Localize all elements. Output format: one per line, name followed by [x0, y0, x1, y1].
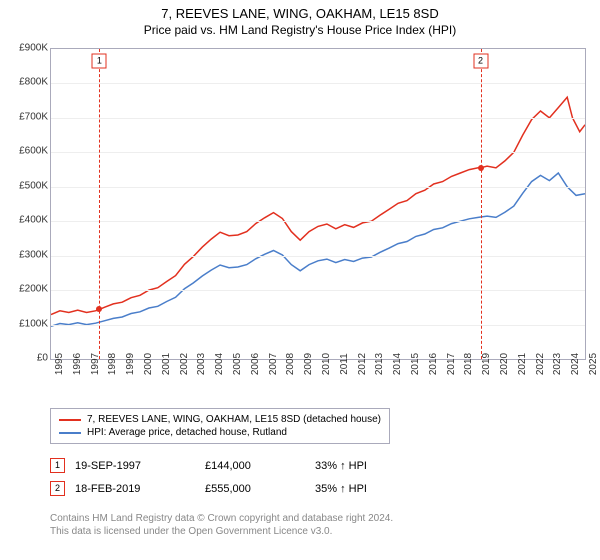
- gridline: [51, 118, 585, 119]
- event-dot: [96, 306, 102, 312]
- legend-swatch: [59, 432, 81, 434]
- gridline: [51, 221, 585, 222]
- legend-item: 7, REEVES LANE, WING, OAKHAM, LE15 8SD (…: [59, 413, 381, 426]
- footer-attribution: Contains HM Land Registry data © Crown c…: [50, 512, 393, 538]
- x-tick-label: 2016: [428, 353, 439, 375]
- y-tick-label: £300K: [2, 249, 48, 260]
- chart-lines-svg: [51, 49, 585, 359]
- x-tick-label: 2020: [499, 353, 510, 375]
- x-tick-label: 2017: [446, 353, 457, 375]
- y-tick-label: £200K: [2, 284, 48, 295]
- x-tick-label: 2009: [303, 353, 314, 375]
- event-price: £144,000: [205, 460, 305, 472]
- chart-plot-area: 12: [50, 48, 586, 360]
- event-marker-icon: 2: [50, 481, 65, 496]
- x-tick-label: 2014: [392, 353, 403, 375]
- y-tick-label: £700K: [2, 111, 48, 122]
- x-tick-label: 2001: [161, 353, 172, 375]
- event-date: 18-FEB-2019: [75, 483, 195, 495]
- event-dot: [478, 165, 484, 171]
- x-tick-label: 1998: [107, 353, 118, 375]
- chart-subtitle: Price paid vs. HM Land Registry's House …: [0, 21, 600, 41]
- x-tick-label: 2007: [268, 353, 279, 375]
- gridline: [51, 83, 585, 84]
- gridline: [51, 187, 585, 188]
- x-tick-label: 1996: [72, 353, 83, 375]
- x-tick-label: 2012: [357, 353, 368, 375]
- legend-item: HPI: Average price, detached house, Rutl…: [59, 426, 381, 439]
- event-marker-icon: 2: [473, 54, 488, 69]
- x-tick-label: 2024: [570, 353, 581, 375]
- x-tick-label: 2019: [481, 353, 492, 375]
- x-tick-label: 2003: [196, 353, 207, 375]
- event-row: 1 19-SEP-1997 £144,000 33% ↑ HPI: [50, 454, 367, 477]
- y-tick-label: £400K: [2, 215, 48, 226]
- series-line: [51, 97, 585, 314]
- event-row: 2 18-FEB-2019 £555,000 35% ↑ HPI: [50, 477, 367, 500]
- footer-line: Contains HM Land Registry data © Crown c…: [50, 512, 393, 525]
- event-date: 19-SEP-1997: [75, 460, 195, 472]
- y-tick-label: £600K: [2, 146, 48, 157]
- event-pct: 33% ↑ HPI: [315, 460, 367, 472]
- y-tick-label: £800K: [2, 77, 48, 88]
- x-tick-label: 2018: [463, 353, 474, 375]
- event-marker-icon: 1: [92, 54, 107, 69]
- y-tick-label: £100K: [2, 318, 48, 329]
- legend-swatch: [59, 419, 81, 421]
- event-marker-icon: 1: [50, 458, 65, 473]
- event-table: 1 19-SEP-1997 £144,000 33% ↑ HPI 2 18-FE…: [50, 454, 367, 500]
- x-tick-label: 2023: [552, 353, 563, 375]
- y-tick-label: £0: [2, 353, 48, 364]
- x-tick-label: 2004: [214, 353, 225, 375]
- event-vline: [481, 49, 482, 359]
- gridline: [51, 152, 585, 153]
- event-price: £555,000: [205, 483, 305, 495]
- x-tick-label: 2015: [410, 353, 421, 375]
- chart-container: 7, REEVES LANE, WING, OAKHAM, LE15 8SD P…: [0, 0, 600, 560]
- x-tick-label: 2025: [588, 353, 599, 375]
- x-tick-label: 2000: [143, 353, 154, 375]
- event-vline: [99, 49, 100, 359]
- x-tick-label: 2013: [374, 353, 385, 375]
- x-tick-label: 2002: [179, 353, 190, 375]
- x-tick-label: 2021: [517, 353, 528, 375]
- event-pct: 35% ↑ HPI: [315, 483, 367, 495]
- footer-line: This data is licensed under the Open Gov…: [50, 525, 393, 538]
- gridline: [51, 256, 585, 257]
- gridline: [51, 325, 585, 326]
- y-tick-label: £900K: [2, 43, 48, 54]
- legend-label: HPI: Average price, detached house, Rutl…: [87, 427, 287, 438]
- y-tick-label: £500K: [2, 180, 48, 191]
- gridline: [51, 290, 585, 291]
- x-tick-label: 2008: [285, 353, 296, 375]
- x-tick-label: 2022: [535, 353, 546, 375]
- x-tick-label: 2005: [232, 353, 243, 375]
- legend: 7, REEVES LANE, WING, OAKHAM, LE15 8SD (…: [50, 408, 390, 444]
- x-tick-label: 1999: [125, 353, 136, 375]
- legend-label: 7, REEVES LANE, WING, OAKHAM, LE15 8SD (…: [87, 414, 381, 425]
- series-line: [51, 173, 585, 326]
- x-tick-label: 2006: [250, 353, 261, 375]
- x-tick-label: 1995: [54, 353, 65, 375]
- x-tick-label: 2010: [321, 353, 332, 375]
- x-tick-label: 2011: [339, 353, 350, 375]
- chart-title: 7, REEVES LANE, WING, OAKHAM, LE15 8SD: [0, 0, 600, 21]
- x-tick-label: 1997: [90, 353, 101, 375]
